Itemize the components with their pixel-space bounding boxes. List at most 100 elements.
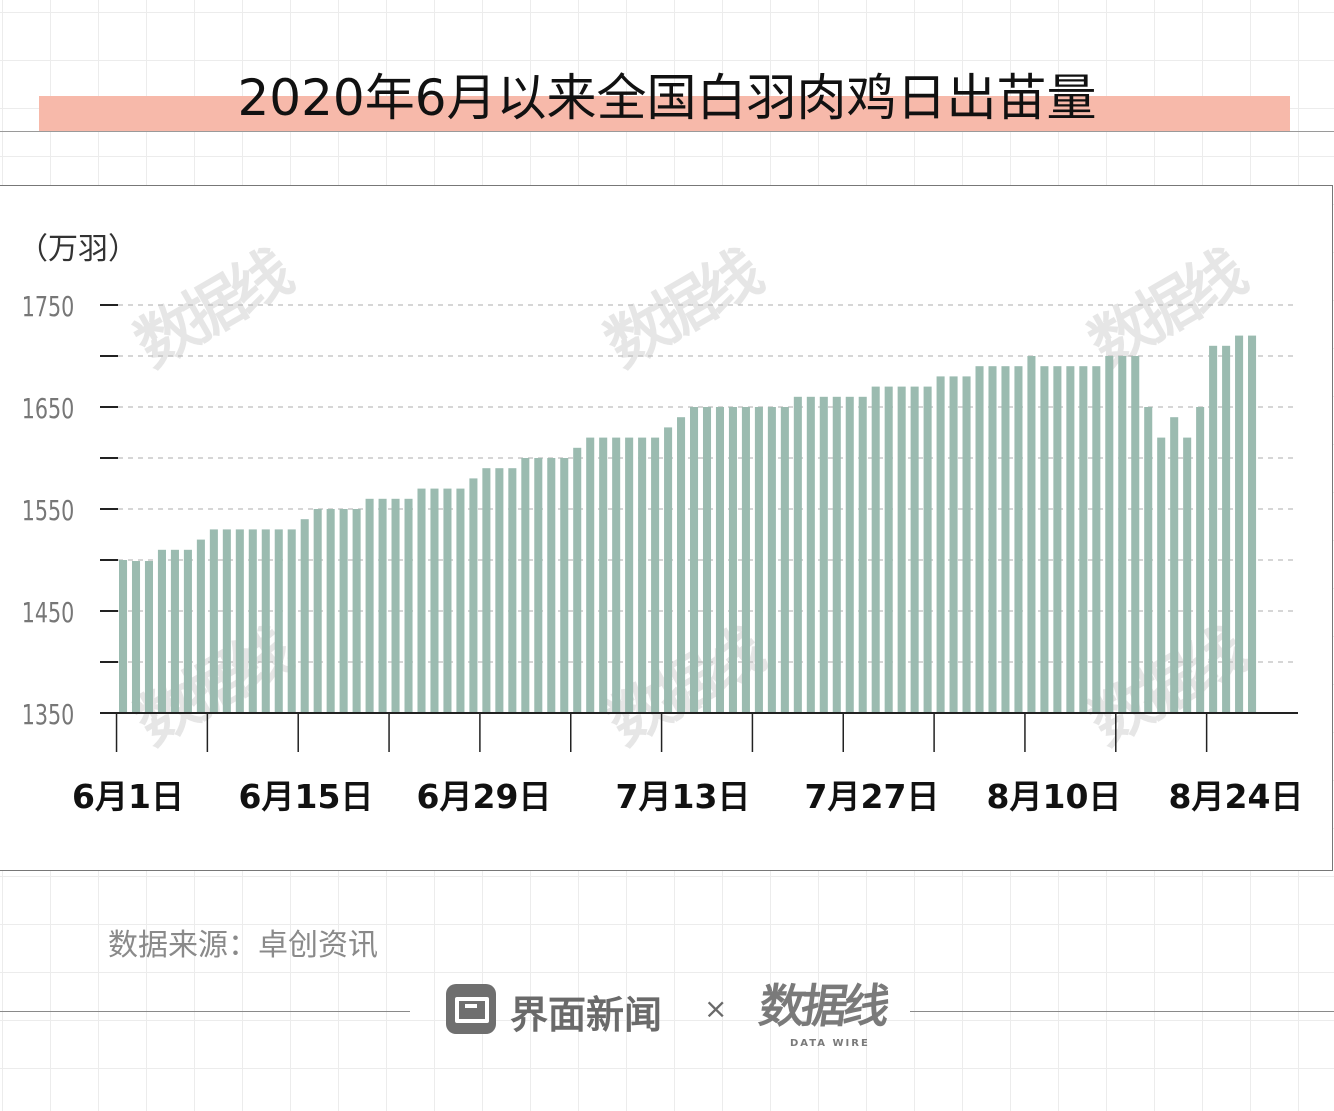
- bar: [144, 561, 153, 713]
- bar: [1001, 366, 1010, 713]
- bar: [677, 417, 686, 713]
- datawire-logo: 数据线: [755, 979, 890, 1033]
- footer-rule-left: [0, 1011, 410, 1012]
- bar: [495, 468, 504, 713]
- collaboration-x: ×: [704, 992, 728, 1025]
- brand-name: 界面新闻: [510, 993, 663, 1037]
- footer-rule-right: [910, 1011, 1334, 1012]
- title-highlight-band: [39, 96, 1290, 132]
- bar: [1248, 335, 1257, 713]
- bar: [638, 437, 647, 713]
- bar: [235, 529, 244, 713]
- bar: [1040, 366, 1049, 713]
- bar: [1235, 335, 1244, 713]
- bar: [793, 396, 802, 713]
- bar: [897, 386, 906, 713]
- bar: [819, 396, 828, 713]
- bar: [170, 549, 179, 713]
- y-axis-unit-label: （万羽）: [18, 232, 138, 267]
- bar: [482, 468, 491, 713]
- bar: [261, 529, 270, 713]
- x-tick-label: 7月27日: [805, 777, 940, 816]
- bar: [1066, 366, 1075, 713]
- bar: [962, 376, 971, 713]
- bar: [1157, 437, 1166, 713]
- bar: [806, 396, 815, 713]
- bar: [910, 386, 919, 713]
- bar: [1027, 356, 1036, 713]
- bar: [780, 407, 789, 713]
- bar: [183, 549, 192, 713]
- bar: [469, 478, 478, 713]
- bar: [612, 437, 621, 713]
- bar: [1053, 366, 1062, 713]
- bar: [599, 437, 608, 713]
- bar: [300, 519, 309, 713]
- bar: [443, 488, 452, 713]
- y-tick-label: 1550: [22, 495, 75, 528]
- bar: [326, 509, 335, 713]
- bar: [988, 366, 997, 713]
- bar: [521, 458, 530, 713]
- bar: [222, 529, 231, 713]
- x-tick-label: 6月29日: [417, 777, 552, 816]
- bar: [625, 437, 634, 713]
- x-tick-label: 7月13日: [616, 777, 751, 816]
- bar: [1196, 407, 1205, 713]
- bars: [119, 335, 1257, 713]
- bar: [1014, 366, 1023, 713]
- bar: [404, 498, 413, 713]
- bar: [1079, 366, 1088, 713]
- bar: [1144, 407, 1153, 713]
- bar: [456, 488, 465, 713]
- bar: [196, 539, 205, 713]
- bar: [975, 366, 984, 713]
- bar: [1092, 366, 1101, 713]
- y-tick-label: 1450: [22, 597, 75, 630]
- x-tick-label: 8月10日: [987, 777, 1122, 816]
- bar: [352, 509, 361, 713]
- x-tick-label: 6月15日: [239, 777, 374, 816]
- bar: [1105, 356, 1114, 713]
- bar: [209, 529, 218, 713]
- bar: [845, 396, 854, 713]
- x-tick-label: 6月1日: [72, 777, 184, 816]
- bar: [1183, 437, 1192, 713]
- bar: [871, 386, 880, 713]
- axis-ticks: 1350 1450 1550 1650 1750 6月1日 6月15日 6月29日 7月13日 7…: [22, 291, 1304, 816]
- bar: [728, 407, 737, 713]
- bar: [664, 427, 673, 713]
- y-tick-label: 1750: [22, 291, 75, 324]
- bar: [702, 407, 712, 713]
- bar: [936, 376, 945, 713]
- bar: [248, 529, 257, 713]
- bar: [430, 488, 439, 713]
- bar: [131, 561, 141, 713]
- bar: [949, 376, 958, 713]
- bar: [547, 458, 556, 713]
- bar: [313, 509, 322, 713]
- data-source: 数据来源：卓创资讯: [108, 928, 378, 963]
- bar: [690, 407, 699, 713]
- y-tick-label: 1650: [22, 393, 75, 426]
- bar: [560, 458, 569, 713]
- bar: [417, 488, 426, 713]
- bar: [378, 498, 387, 713]
- jiemian-logo-icon: [446, 984, 496, 1034]
- bar: [754, 407, 763, 713]
- y-tick-label: 1350: [22, 699, 75, 732]
- bar: [508, 468, 517, 713]
- bar: [741, 407, 750, 713]
- bar: [832, 396, 841, 713]
- bar: [1170, 417, 1179, 713]
- datawire-subtitle: DATA WIRE: [790, 1038, 870, 1049]
- bar: [157, 549, 166, 713]
- bar: [534, 458, 543, 713]
- bar: [1131, 356, 1140, 713]
- bar: [287, 529, 296, 713]
- bar: [586, 437, 595, 713]
- bar: [651, 437, 660, 713]
- title-divider: [0, 131, 1334, 132]
- bar: [767, 407, 776, 713]
